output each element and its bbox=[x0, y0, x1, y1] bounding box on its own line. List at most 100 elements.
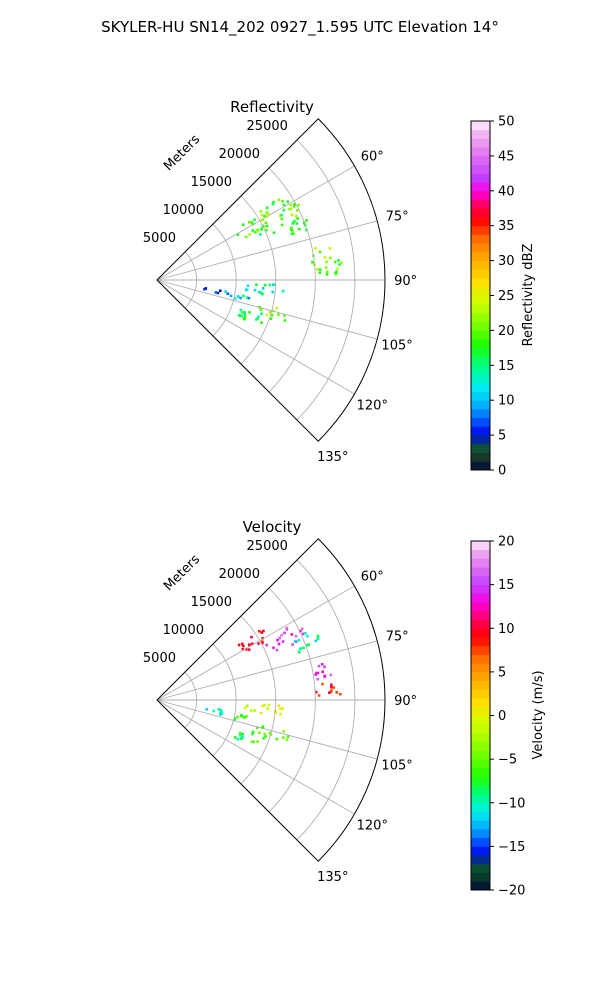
reflectivity-colorbar: 0 5 10 15 20 25 30 35 40 45 50 bbox=[470, 115, 515, 479]
echo-pixel bbox=[290, 213, 294, 217]
echo-pixel bbox=[243, 313, 247, 317]
colorbar-segment bbox=[471, 391, 490, 401]
echo-pixel bbox=[302, 646, 305, 650]
azimuth-gridline bbox=[156, 585, 355, 701]
range-tick-label: 10000 bbox=[163, 623, 204, 638]
colorbar-segment bbox=[471, 671, 490, 682]
echo-pixel bbox=[329, 673, 333, 677]
colorbar-segment bbox=[471, 374, 490, 384]
colorbar-segment bbox=[471, 776, 490, 786]
reflectivity-colorbar-label: Reflectivity dBZ bbox=[521, 244, 536, 347]
echo-pixel bbox=[272, 283, 275, 286]
echo-pixel bbox=[253, 218, 256, 221]
colorbar-segment bbox=[471, 278, 490, 288]
colorbar-segment bbox=[471, 881, 490, 891]
echo-pixel bbox=[248, 221, 251, 224]
echo-pixel bbox=[297, 227, 301, 231]
echo-pixel bbox=[265, 206, 269, 210]
echo-pixel bbox=[262, 629, 265, 633]
echo-pixel bbox=[252, 740, 255, 744]
echo-pixel bbox=[242, 317, 246, 320]
echo-pixel bbox=[286, 735, 290, 738]
colorbar-segment bbox=[471, 802, 490, 812]
echo-pixel bbox=[289, 203, 292, 207]
echo-pixel bbox=[325, 270, 329, 273]
echo-pixel bbox=[279, 707, 282, 711]
echo-pixel bbox=[330, 683, 333, 687]
echo-pixel bbox=[323, 665, 326, 669]
echo-pixel bbox=[295, 222, 299, 225]
echo-pixel bbox=[259, 233, 262, 236]
colorbar-tick-label: −5 bbox=[498, 753, 517, 768]
echo-pixel bbox=[261, 641, 264, 645]
azimuth-tick-label: 60° bbox=[361, 570, 384, 585]
echo-pixel bbox=[214, 291, 217, 294]
echo-pixel bbox=[250, 740, 254, 744]
echo-pixel bbox=[241, 223, 245, 226]
echo-pixel bbox=[317, 694, 321, 697]
echo-pixel bbox=[216, 291, 220, 295]
velocity-frame bbox=[156, 538, 386, 862]
echo-pixel bbox=[263, 703, 266, 707]
velocity-panel: Velocity Meters 5000 10000 15000 20000 25000… bbox=[143, 518, 546, 899]
echo-pixel bbox=[233, 736, 237, 739]
echo-pixel bbox=[276, 638, 279, 642]
sector-frame bbox=[156, 118, 386, 442]
echo-pixel bbox=[236, 295, 240, 298]
echo-pixel bbox=[236, 233, 240, 236]
echo-pixel bbox=[261, 637, 264, 640]
echo-pixel bbox=[281, 736, 285, 739]
echo-pixel bbox=[245, 715, 249, 718]
azimuth-tick-label: 75° bbox=[386, 210, 409, 225]
echo-pixel bbox=[205, 708, 209, 711]
echo-pixel bbox=[204, 287, 208, 290]
echo-pixel bbox=[286, 200, 289, 203]
colorbar-segment bbox=[471, 312, 490, 323]
colorbar-segment bbox=[471, 811, 490, 821]
echo-pixel bbox=[247, 296, 251, 300]
echo-pixel bbox=[340, 261, 343, 264]
echo-pixel bbox=[226, 292, 230, 295]
colorbar-segment bbox=[471, 837, 490, 847]
colorbar-segment bbox=[471, 636, 490, 647]
echo-pixel bbox=[280, 217, 284, 221]
colorbar-segment bbox=[471, 251, 490, 262]
echo-pixel bbox=[260, 321, 263, 324]
azimuth-tick-label: 135° bbox=[317, 870, 348, 885]
echo-pixel bbox=[280, 223, 284, 227]
colorbar-segment bbox=[471, 828, 490, 839]
echo-pixel bbox=[251, 732, 254, 736]
echo-pixel bbox=[219, 708, 223, 712]
reflectivity-frame bbox=[156, 118, 386, 442]
echo-pixel bbox=[279, 712, 282, 716]
colorbar-segment bbox=[471, 138, 490, 148]
echo-pixel bbox=[333, 260, 337, 264]
echo-pixel bbox=[268, 310, 272, 314]
echo-pixel bbox=[271, 290, 274, 294]
colorbar-segment bbox=[471, 286, 490, 296]
echo-pixel bbox=[260, 312, 263, 315]
echo-pixel bbox=[291, 222, 295, 225]
colorbar-segment bbox=[471, 567, 490, 577]
echo-pixel bbox=[285, 627, 289, 630]
echo-pixel bbox=[328, 691, 331, 694]
echo-pixel bbox=[239, 296, 242, 300]
range-tick-label: 15000 bbox=[191, 175, 232, 190]
echo-pixel bbox=[283, 314, 286, 317]
colorbar-segment bbox=[471, 173, 490, 183]
echo-pixel bbox=[220, 711, 224, 715]
echo-pixel bbox=[281, 289, 285, 293]
colorbar-segment bbox=[471, 689, 490, 699]
colorbar-segment bbox=[471, 443, 490, 453]
azimuth-gridline bbox=[156, 699, 355, 815]
echo-pixel bbox=[293, 219, 296, 223]
echo-pixel bbox=[241, 642, 244, 646]
echo-pixel bbox=[272, 200, 275, 204]
echo-pixel bbox=[253, 709, 256, 712]
echo-pixel bbox=[233, 718, 236, 722]
colorbar-segment bbox=[471, 593, 490, 603]
echo-pixel bbox=[246, 284, 250, 288]
echo-pixel bbox=[311, 260, 314, 264]
echo-pixel bbox=[254, 231, 257, 234]
